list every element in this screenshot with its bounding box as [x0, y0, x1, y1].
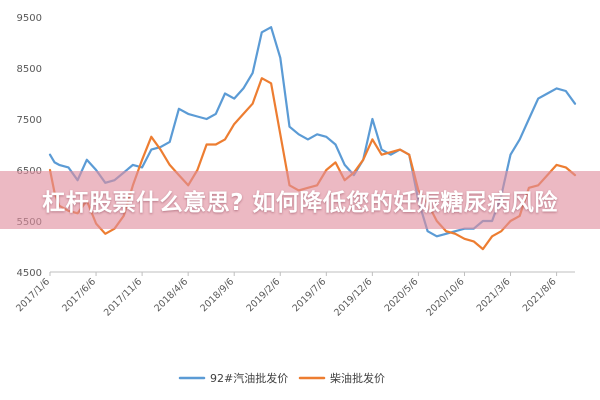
y-tick-label: 4500 — [17, 268, 42, 279]
x-tick-label: 2018/9/6 — [198, 276, 236, 314]
x-tick-label: 2020/10/6 — [424, 276, 466, 318]
x-tick-label: 2019/7/6 — [290, 276, 328, 314]
x-tick-label: 2021/3/6 — [475, 276, 513, 314]
x-tick-label: 2021/8/6 — [521, 276, 559, 314]
x-tick-label: 2019/2/6 — [244, 276, 282, 314]
x-tick-label: 2018/4/6 — [152, 276, 190, 314]
y-axis-ticks: 450055006500750085009500 — [17, 13, 42, 279]
legend-label: 92#汽油批发价 — [210, 371, 288, 385]
x-tick-label: 2017/6/6 — [60, 276, 98, 314]
x-axis-ticks: 2017/1/6 2017/6/6 2017/11/6 2018/4/6 2018/9/… — [14, 272, 559, 319]
legend: 92#汽油批发价 柴油批发价 — [178, 371, 385, 385]
y-tick-label: 8500 — [17, 64, 42, 75]
y-tick-label: 7500 — [17, 115, 42, 126]
x-tick-label: 2017/11/6 — [102, 276, 144, 318]
title-overlay-banner: 杠杆股票什么意思? 如何降低您的妊娠糖尿病风险 — [0, 171, 600, 229]
overlay-title: 杠杆股票什么意思? 如何降低您的妊娠糖尿病风险 — [42, 190, 558, 216]
x-tick-label: 2017/1/6 — [14, 276, 52, 314]
x-tick-label: 2019/12/6 — [332, 276, 374, 318]
x-tick-label: 2020/5/6 — [383, 276, 421, 314]
legend-label: 柴油批发价 — [330, 371, 385, 385]
y-tick-label: 9500 — [17, 13, 42, 24]
